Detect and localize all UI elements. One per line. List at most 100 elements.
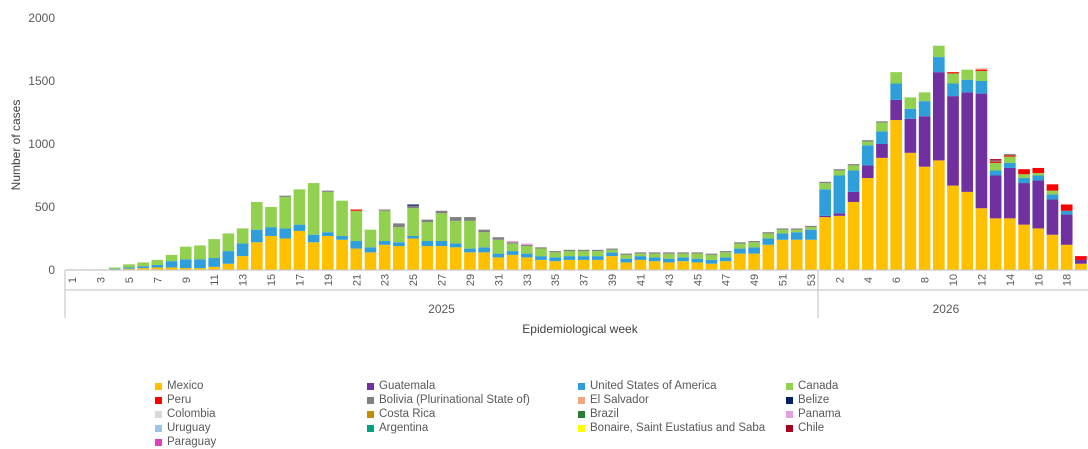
bar-segment bbox=[322, 190, 334, 192]
legend-item: Argentina bbox=[367, 421, 428, 435]
bar-segment bbox=[222, 251, 235, 264]
bar-segment bbox=[819, 189, 831, 216]
x-tick-label: 43 bbox=[664, 274, 676, 286]
bar-segment bbox=[691, 262, 704, 270]
bar-segment bbox=[208, 258, 221, 267]
bar-segment bbox=[734, 248, 746, 254]
bar-segment bbox=[520, 253, 533, 258]
bar-segment bbox=[719, 252, 732, 258]
bar-segment bbox=[790, 229, 803, 233]
bar-segment bbox=[819, 183, 831, 190]
legend-item: Panama bbox=[786, 407, 841, 421]
bar-segment bbox=[876, 144, 888, 158]
bar-segment bbox=[307, 242, 320, 270]
bar-segment bbox=[435, 213, 448, 242]
bar-segment bbox=[876, 131, 888, 144]
legend-item: Canada bbox=[786, 379, 838, 393]
bar-segment bbox=[932, 160, 945, 270]
x-tick-label: 7 bbox=[152, 277, 164, 283]
bar-segment bbox=[506, 242, 519, 244]
x-tick-label: 18 bbox=[1062, 274, 1074, 286]
bar-segment bbox=[1060, 244, 1073, 270]
y-tick-label: 0 bbox=[48, 263, 55, 277]
legend-item: Paraguay bbox=[155, 435, 216, 449]
legend-swatch bbox=[367, 396, 374, 404]
legend-item: Bonaire, Saint Eustatius and Saba bbox=[578, 421, 765, 435]
bar-segment bbox=[989, 160, 1002, 162]
legend-swatch bbox=[155, 396, 162, 404]
bar-segment bbox=[1004, 154, 1016, 156]
legend-swatch bbox=[578, 396, 585, 404]
legend-item: Belize bbox=[786, 393, 829, 407]
bar-segment bbox=[705, 259, 718, 264]
bar-segment bbox=[947, 185, 959, 270]
bar-segment bbox=[577, 251, 590, 257]
bar-segment bbox=[634, 252, 647, 254]
bar-segment bbox=[279, 228, 292, 239]
bar-segment bbox=[975, 81, 988, 94]
bar-segment bbox=[847, 201, 860, 270]
bar-segment bbox=[805, 227, 817, 230]
bar-segment bbox=[705, 263, 718, 270]
bar-segment bbox=[250, 201, 263, 230]
bar-segment bbox=[506, 243, 519, 252]
bar-segment bbox=[648, 261, 661, 270]
legend-item: Chile bbox=[786, 421, 824, 435]
bar-segment bbox=[847, 165, 860, 171]
bar-segment bbox=[535, 248, 547, 257]
legend-swatch bbox=[578, 382, 585, 390]
bar-segment bbox=[961, 69, 974, 80]
bar-segment bbox=[904, 152, 917, 270]
bar-segment bbox=[322, 191, 334, 233]
bar-segment bbox=[932, 57, 945, 73]
bar-segment bbox=[890, 99, 903, 121]
bar-segment bbox=[648, 252, 661, 254]
x-tick-label: 8 bbox=[920, 277, 932, 283]
bar-segment bbox=[250, 242, 263, 270]
bar-segment bbox=[293, 189, 306, 225]
x-tick-label: 41 bbox=[635, 274, 647, 286]
x-axis: 1 3 5 7 9 11 13 15 17 19 21 23 25 27 29 31 33 35 37 39 41 43 4… bbox=[64, 269, 1088, 318]
bar-segment bbox=[591, 251, 604, 257]
legend-item: Uruguay bbox=[155, 421, 210, 435]
bar-segment bbox=[819, 181, 831, 184]
bar-segment bbox=[1046, 199, 1059, 235]
bar-segment bbox=[719, 251, 732, 253]
bar-segment bbox=[435, 210, 448, 214]
bar-segment bbox=[648, 253, 661, 258]
bar-segment bbox=[265, 227, 277, 236]
bar-segment bbox=[947, 73, 959, 84]
x-tick-label: 19 bbox=[323, 274, 335, 286]
bar-segment bbox=[307, 183, 320, 235]
bar-segment bbox=[620, 258, 633, 263]
bar-segment bbox=[577, 259, 590, 270]
bar-segment bbox=[861, 140, 874, 142]
bar-segment bbox=[918, 92, 931, 102]
bar-segment bbox=[776, 233, 789, 240]
bar-segment bbox=[563, 259, 576, 270]
bar-segment bbox=[421, 219, 434, 223]
legend-item: Guatemala bbox=[367, 379, 435, 393]
bar-segment bbox=[123, 264, 135, 268]
bar-segment bbox=[393, 242, 405, 247]
x-tick-label: 13 bbox=[238, 274, 250, 286]
bar-segment bbox=[932, 72, 945, 161]
bar-segment bbox=[407, 238, 419, 270]
x-tick-label: 39 bbox=[607, 274, 619, 286]
legend-item: United States of America bbox=[578, 379, 717, 393]
bar-segment bbox=[336, 239, 348, 270]
x-axis-title: Epidemiological week bbox=[522, 322, 638, 336]
bar-segment bbox=[947, 83, 959, 97]
legend-swatch bbox=[367, 410, 374, 418]
bar-segment bbox=[663, 253, 675, 259]
bar-segment bbox=[748, 241, 760, 243]
bar-segment bbox=[904, 118, 917, 153]
bar-segment bbox=[1004, 218, 1016, 270]
bar-segment bbox=[705, 253, 718, 255]
bar-segment bbox=[805, 239, 817, 270]
bar-segment bbox=[1032, 228, 1045, 270]
bar-segment bbox=[1018, 224, 1030, 270]
bar-segment bbox=[535, 247, 547, 249]
bar-segment bbox=[1004, 155, 1016, 157]
bar-segment bbox=[591, 256, 604, 260]
